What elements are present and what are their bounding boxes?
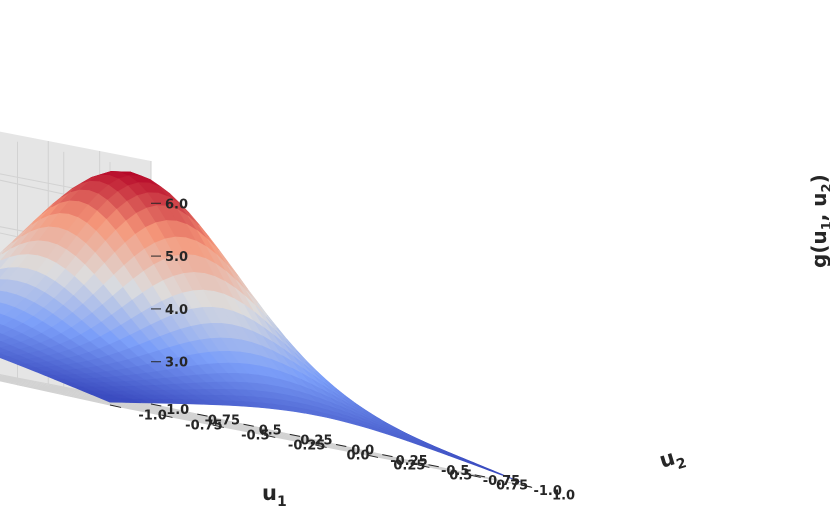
x-tick-mark xyxy=(161,414,173,418)
axis-ticks: -1.0-0.75-0.5-0.250.00.250.50.751.0-1.0-… xyxy=(109,197,575,503)
grid-line-u2 xyxy=(0,377,290,435)
x-tick-label: 0.5 xyxy=(449,468,472,483)
x-tick-label: 1.0 xyxy=(552,488,575,503)
grid-line-u2 xyxy=(0,374,152,405)
x-tick-label: 0.25 xyxy=(393,458,425,473)
surface-mesh xyxy=(0,171,522,483)
x-tick-mark xyxy=(212,424,224,428)
y-tick-label: 0.75 xyxy=(208,413,240,428)
y-tick-mark xyxy=(335,444,347,447)
y-tick-mark xyxy=(289,433,301,437)
z-axis-label-part-2: , u xyxy=(807,192,830,221)
x-axis-label-base: u xyxy=(262,481,277,505)
x-axis-label-sub: 1 xyxy=(277,494,287,510)
z-axis-label-part-3: ) xyxy=(807,174,830,183)
x-tick-label: 0.0 xyxy=(347,448,370,463)
x-axis-label: u1 xyxy=(262,481,287,510)
y-tick-label: 0.0 xyxy=(351,444,374,459)
y-tick-label: -0.75 xyxy=(483,474,520,489)
y-tick-mark xyxy=(520,484,532,488)
y-tick-label: 0.5 xyxy=(259,423,282,438)
grid-line-u1 xyxy=(0,375,316,446)
y-tick-mark xyxy=(428,464,439,468)
y-axis-label-base: u xyxy=(656,445,677,472)
y-tick-label: -0.25 xyxy=(390,454,427,469)
y-tick-label: 1.0 xyxy=(166,403,189,418)
z-tick-label: 4.0 xyxy=(165,303,188,318)
x-tick-mark xyxy=(109,404,122,408)
grid-line-u1 xyxy=(0,374,367,456)
z-axis-label: g(u1, u2) xyxy=(807,174,830,268)
y-tick-label: 0.25 xyxy=(300,434,332,449)
y-tick-label: -0.5 xyxy=(441,464,469,479)
x-tick-label: -0.25 xyxy=(288,438,325,453)
x-tick-mark xyxy=(469,474,481,478)
z-axis-label-sub-2: 2 xyxy=(820,183,830,192)
z-axis-label-sub-1: 1 xyxy=(820,221,830,230)
x-tick-label: 0.75 xyxy=(496,478,528,493)
x-tick-label: -0.5 xyxy=(241,428,269,443)
z-tick-label: 6.0 xyxy=(165,197,188,212)
z-tick-label: 3.0 xyxy=(165,356,188,371)
y-axis-label-sub: 2 xyxy=(675,455,689,473)
y-tick-mark xyxy=(382,454,393,458)
x-tick-label: -0.75 xyxy=(185,418,222,433)
x-tick-mark xyxy=(366,454,379,458)
x-tick-mark xyxy=(315,444,327,448)
x-tick-mark xyxy=(264,434,276,438)
z-axis-label-part-1: g(u xyxy=(807,230,830,268)
y-tick-mark xyxy=(243,423,254,427)
x-tick-mark xyxy=(418,464,430,468)
y-tick-mark xyxy=(197,413,208,417)
y-tick-mark xyxy=(474,474,486,478)
y-tick-label: -1.0 xyxy=(533,484,561,499)
grid-line-z xyxy=(0,226,152,258)
grid-line-z xyxy=(0,173,152,205)
y-tick-mark xyxy=(150,403,162,407)
x-tick-label: -1.0 xyxy=(138,408,166,423)
z-tick-label: 5.0 xyxy=(165,250,188,265)
y-axis-label: u2 xyxy=(656,443,688,478)
grid-line-u2 xyxy=(0,375,198,415)
surface-patch xyxy=(501,474,522,483)
